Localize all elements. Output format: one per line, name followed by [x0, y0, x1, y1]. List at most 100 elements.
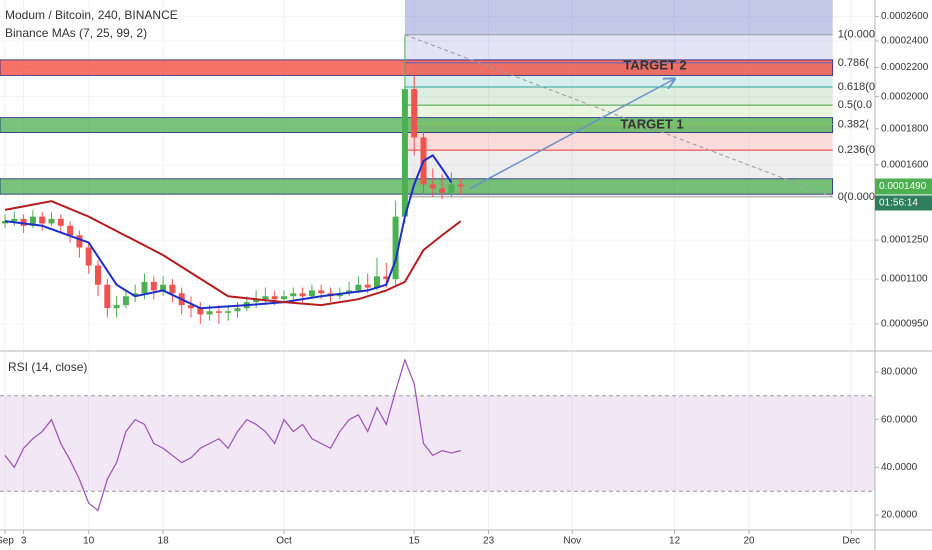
candle-body: [253, 299, 260, 303]
trend-arrow: [469, 79, 675, 190]
last-price-label: 0.0001490: [879, 181, 927, 192]
fib-label: 0(0.000: [838, 191, 875, 203]
rsi-line: [4, 358, 461, 512]
candle-body: [160, 284, 167, 291]
candle-body: [364, 284, 371, 288]
rsi-band: [0, 395, 875, 492]
fib-diagonal: [404, 34, 833, 198]
candle-body: [95, 265, 101, 285]
candle-body: [132, 293, 139, 297]
moving-average: [4, 200, 462, 307]
candle-body: [57, 218, 64, 226]
indicator-title: Binance MAs (7, 25, 99, 2): [5, 26, 147, 40]
candle-body: [262, 296, 269, 300]
candle-body: [76, 235, 83, 248]
candle-body: [299, 293, 306, 297]
y-tick-label: 0.0001250: [881, 235, 929, 246]
candle-body: [197, 308, 204, 315]
candle-body: [39, 216, 46, 224]
candle-body: [318, 290, 325, 294]
countdown: 01:56:14: [879, 198, 918, 209]
rsi-pane: [0, 352, 875, 530]
range-box: [404, 0, 833, 35]
y-tick-label: 0.0002200: [881, 62, 929, 73]
price-axis-bg: [875, 0, 932, 550]
x-tick-label: Dec: [842, 536, 860, 547]
candle-body: [104, 284, 111, 309]
candle-body: [11, 218, 18, 222]
x-tick-label: 12: [669, 536, 681, 547]
x-tick-label: Sep: [0, 536, 14, 547]
y-tick-label: 60.0000: [881, 414, 918, 425]
x-tick-label: 10: [83, 536, 95, 547]
fib-band: [404, 34, 833, 63]
fib-label: 0.786(: [838, 57, 870, 69]
candle-body: [383, 276, 390, 280]
candle-body: [457, 184, 464, 187]
x-tick-label: 15: [409, 536, 421, 547]
x-tick-label: 23: [483, 536, 495, 547]
candle-body: [215, 311, 222, 313]
fib-label: 0.618(0: [838, 81, 875, 93]
price-pane: 1(0.000 0.786( 0.618(0 0.5(0.0 0.382( 0.236(0…: [0, 0, 875, 350]
candle-body: [392, 216, 399, 280]
y-tick-label: 0.0001600: [881, 159, 929, 170]
candle-body: [169, 284, 176, 294]
candle-body: [374, 276, 380, 288]
candle-body: [206, 311, 213, 315]
fib-label: 0.236(0: [838, 144, 875, 156]
fib-band: [404, 86, 833, 106]
candle-body: [271, 296, 278, 300]
candle-body: [48, 218, 55, 224]
x-tick-label: 18: [158, 536, 170, 547]
candle-body: [20, 218, 27, 226]
countdown-box: [875, 195, 932, 211]
candle-body: [67, 225, 74, 236]
rsi-title: RSI (14, close): [8, 360, 87, 374]
y-tick-label: 20.0000: [881, 510, 918, 521]
candle-body: [234, 308, 241, 312]
candle-body: [290, 293, 297, 297]
candle-body: [355, 284, 362, 291]
candle-body: [2, 221, 8, 224]
y-tick-label: 0.0002600: [881, 11, 929, 22]
candle-body: [29, 216, 36, 226]
price-zone: [0, 59, 834, 76]
candle-body: [308, 290, 315, 297]
candle-body: [122, 296, 129, 306]
candle-body: [439, 188, 446, 193]
y-tick-label: 40.0000: [881, 462, 918, 473]
chart-title: Modum / Bitcoin, 240, BINANCE: [5, 8, 178, 22]
fib-label: 0.382(: [838, 118, 870, 130]
x-tick-label: 3: [21, 536, 27, 547]
candle-body: [188, 305, 194, 309]
x-tick-label: 20: [743, 536, 755, 547]
annotation: TARGET 1: [620, 116, 683, 131]
annotation: TARGET 2: [623, 57, 686, 72]
candle-body: [448, 184, 455, 193]
candle-body: [429, 184, 436, 189]
candle-body: [281, 296, 287, 300]
last-price-box: [875, 178, 932, 195]
candle-body: [85, 247, 92, 266]
candle-body: [411, 89, 418, 138]
y-tick-label: 0.0001100: [881, 274, 928, 285]
candle-body: [141, 281, 148, 294]
candle-body: [401, 89, 408, 217]
moving-average: [4, 154, 453, 310]
y-tick-label: 0.0000950: [881, 318, 929, 329]
x-tick-label: Nov: [563, 536, 581, 547]
x-tick-label: Oct: [276, 536, 292, 547]
time-axis-bg: [0, 530, 932, 550]
y-tick-label: 0.0001800: [881, 123, 929, 134]
fib-label: 1(0.000: [838, 29, 875, 41]
candle-body: [113, 305, 120, 309]
fib-label: 0.5(0.0: [838, 99, 872, 111]
candle-body: [150, 281, 157, 291]
candle-body: [225, 311, 232, 313]
y-tick-label: 0.0002000: [881, 91, 929, 102]
y-tick-label: 80.0000: [881, 367, 918, 378]
